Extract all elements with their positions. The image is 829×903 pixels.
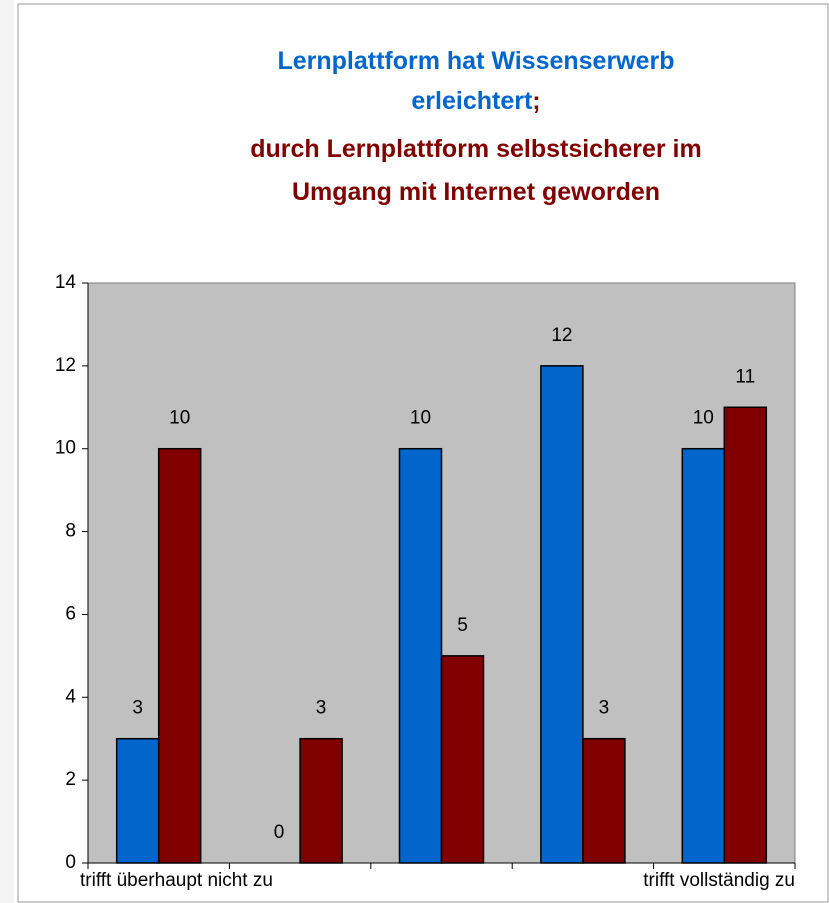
data-label: 5	[457, 615, 468, 636]
data-label: 10	[410, 408, 431, 429]
side-strip	[0, 0, 14, 903]
y-tick-label: 2	[65, 769, 76, 790]
bar	[299, 737, 343, 864]
bar	[723, 406, 768, 864]
y-tick-label: 10	[55, 438, 76, 459]
bar	[681, 447, 726, 864]
data-label: 10	[169, 408, 190, 429]
chart-title: Umgang mit Internet geworden	[292, 178, 660, 206]
y-tick-label: 12	[55, 355, 76, 376]
bar	[582, 737, 626, 864]
data-label: 0	[274, 822, 285, 843]
data-label: 10	[693, 408, 714, 429]
y-tick-label: 6	[65, 603, 76, 624]
data-label: 11	[735, 366, 755, 387]
data-label: 3	[316, 698, 327, 719]
data-label: 3	[599, 698, 610, 719]
bar	[157, 447, 202, 864]
data-label: 3	[132, 698, 143, 719]
title-segment: Lernplattform hat Wissenserwerb	[277, 47, 674, 75]
y-tick-label: 4	[65, 686, 76, 707]
bar	[115, 737, 160, 864]
title-segment: Umgang mit Internet geworden	[292, 178, 660, 206]
y-tick-label: 14	[55, 272, 77, 293]
title-segment: ;	[532, 87, 540, 115]
bar	[440, 655, 485, 864]
x-tick-label: trifft vollständig zu	[643, 870, 795, 891]
title-segment: erleichtert	[411, 87, 533, 115]
title-segment: durch Lernplattform selbstsicherer im	[250, 135, 702, 163]
y-tick-label: 0	[65, 852, 76, 873]
chart-title: durch Lernplattform selbstsicherer im	[250, 135, 702, 163]
y-tick-label: 8	[65, 521, 76, 542]
chart-title: erleichtert;	[411, 87, 540, 115]
bar	[398, 447, 443, 864]
data-label: 12	[551, 325, 572, 346]
chart-title: Lernplattform hat Wissenserwerb	[277, 47, 674, 75]
x-tick-label: trifft überhaupt nicht zu	[80, 870, 273, 891]
bar	[540, 365, 584, 864]
